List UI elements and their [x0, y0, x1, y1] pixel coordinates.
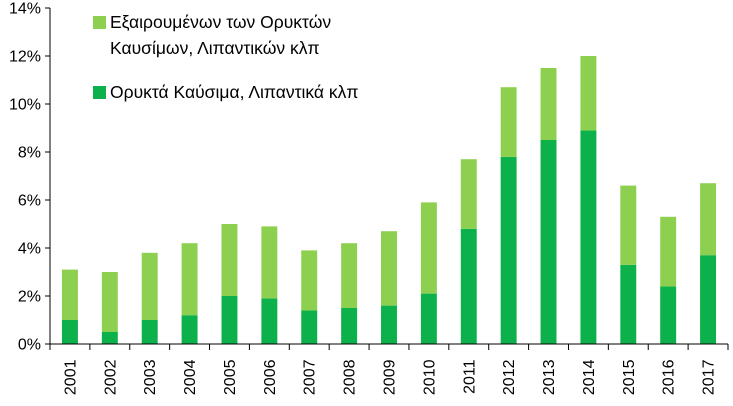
x-tick-label-2009: 2009 [382, 359, 399, 395]
bar-2008-series-1 [341, 308, 358, 344]
bar-2017-series-1 [700, 255, 717, 344]
bar-2012-series-1 [500, 156, 517, 344]
bar-2015-series-1 [620, 264, 637, 344]
x-tick-label-2017: 2017 [701, 359, 718, 395]
bar-2004-series-1 [181, 315, 198, 344]
x-tick-label-2010: 2010 [421, 359, 438, 395]
bar-2010-series-1 [420, 293, 437, 344]
legend-swatch-series-1 [93, 86, 106, 99]
x-tick-label-2006: 2006 [262, 359, 279, 395]
x-tick-label-2011: 2011 [461, 359, 478, 394]
bar-2012-series-2 [500, 87, 517, 157]
legend-swatch-series-2 [93, 16, 106, 29]
bar-2005-series-2 [221, 224, 238, 296]
x-tick-label-2003: 2003 [142, 359, 159, 395]
x-tick-label-2007: 2007 [302, 359, 319, 395]
bar-2011-series-1 [460, 228, 477, 344]
bar-2010-series-2 [420, 202, 437, 294]
legend: Εξαιρουμένων των Ορυκτών Καυσίμων, Λιπαντ… [93, 12, 359, 102]
bar-2003-series-1 [141, 320, 158, 344]
x-tick-label-2015: 2015 [621, 359, 638, 395]
y-tick-label-2: 2% [18, 289, 41, 306]
y-tick-label-4: 4% [18, 241, 41, 258]
bar-2015-series-2 [620, 185, 637, 265]
bar-2016-series-1 [660, 286, 677, 344]
bar-2009-series-1 [381, 305, 397, 344]
y-tick-label-6: 6% [18, 193, 41, 210]
legend-label-series-2-line-2: Καυσίμων, Λιπαντικών κλπ [110, 38, 320, 58]
bar-2013-series-1 [540, 140, 557, 344]
bar-2002-series-1 [101, 332, 118, 344]
bar-2006-series-2 [261, 226, 278, 299]
bar-2005-series-1 [221, 296, 238, 344]
bar-2002-series-2 [101, 272, 118, 332]
x-tick-label-2001: 2001 [62, 359, 79, 395]
y-tick-label-12: 12% [9, 49, 41, 66]
bar-2007-series-2 [301, 250, 318, 311]
x-tick-label-2004: 2004 [182, 359, 199, 395]
bar-2014-series-2 [580, 56, 597, 131]
y-tick-label-10: 10% [9, 97, 41, 114]
x-tick-label-2008: 2008 [342, 359, 359, 395]
bar-2013-series-2 [540, 68, 557, 140]
bar-2014-series-1 [580, 130, 597, 344]
bar-2011-series-2 [460, 159, 477, 229]
bar-2003-series-2 [141, 252, 158, 320]
x-tick-label-2016: 2016 [661, 359, 678, 395]
bar-2006-series-1 [261, 298, 278, 344]
x-tick-label-2012: 2012 [501, 359, 518, 395]
bar-2007-series-1 [301, 310, 318, 344]
legend-label-series-2-line-1: Εξαιρουμένων των Ορυκτών [110, 12, 331, 32]
bar-2001-series-1 [61, 320, 78, 344]
x-tick-label-2013: 2013 [541, 359, 558, 395]
y-tick-label-0: 0% [18, 337, 41, 354]
x-tick-label-2005: 2005 [222, 359, 239, 395]
bars-group [61, 56, 717, 344]
axes-group: 0% 2% 4% 6% 8% 10% 12% 14% 2001 2002 2003 2004 2005 2… [9, 1, 729, 395]
bar-2017-series-2 [700, 183, 717, 256]
bar-2004-series-2 [181, 243, 198, 316]
y-tick-label-14: 14% [9, 1, 41, 18]
y-tick-label-8: 8% [18, 145, 41, 162]
x-tick-label-2002: 2002 [102, 359, 119, 395]
legend-label-series-1-line-1: Ορυκτά Καύσιμα, Λιπαντικά κλπ [110, 82, 359, 102]
x-tick-label-2014: 2014 [581, 359, 598, 395]
bar-2016-series-2 [660, 216, 677, 287]
bar-2009-series-2 [381, 231, 397, 306]
bar-2001-series-2 [61, 269, 78, 320]
bar-2008-series-2 [341, 243, 358, 308]
